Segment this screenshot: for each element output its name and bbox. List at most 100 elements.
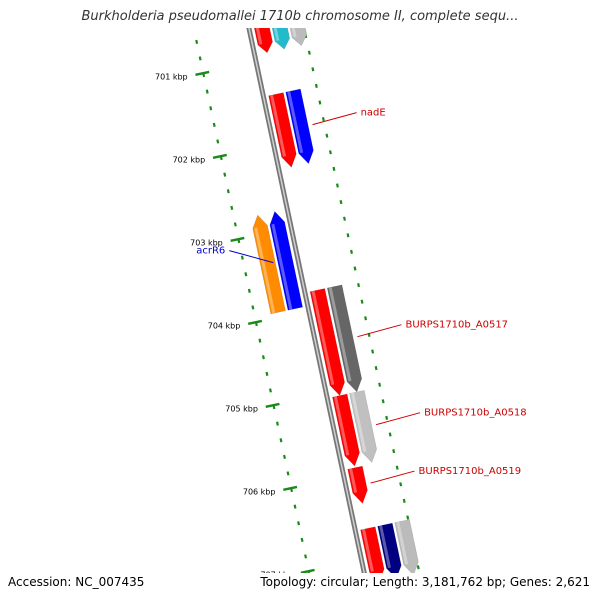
label-leader [375, 412, 421, 426]
gene-arrow-A0517-cog [326, 284, 363, 393]
major-tick [195, 70, 210, 77]
gene-shine [379, 525, 391, 569]
tick-ring-left-dot [233, 222, 237, 227]
tick-ring-left-dot [205, 89, 209, 94]
summary-text: Topology: circular; Length: 3,181,762 bp… [260, 575, 590, 589]
tick-ring-left-dot [261, 355, 265, 360]
tick-ring-right-dot [302, 18, 303, 22]
major-tick [300, 568, 315, 573]
gene-arrow-g0b [271, 28, 290, 50]
gene-arrow-nadE [285, 88, 314, 165]
tick-label: 701 kbp [155, 72, 188, 81]
tick-ring-left-dot [198, 56, 202, 61]
tick-ring-left-dot [244, 272, 248, 277]
gene-arrow-g0 [253, 28, 273, 54]
tick-ring-right-dot [381, 399, 385, 404]
label-leader [229, 250, 274, 264]
tick-label: 703 kbp [190, 238, 223, 247]
tick-ring-right-dot [371, 349, 375, 354]
tick-ring-right-dot [321, 116, 325, 122]
tick-ring-right-dot [392, 448, 396, 454]
tick-ring-right-dot [385, 415, 389, 420]
tick-ring-right-dot [307, 50, 311, 55]
tick-ring-right-dot [346, 233, 350, 238]
tick-ring-left-dot [223, 172, 227, 177]
tick-ring-right-dot [311, 67, 315, 72]
gene-label-nadE: nadE [361, 108, 386, 119]
tick-ring-left-dot [240, 255, 244, 260]
tick-ring-left-dot [189, 7, 190, 11]
tick-ring-left-dot [286, 471, 290, 476]
tick-ring-left-dot [193, 23, 194, 27]
tick-ring-right-dot [402, 498, 406, 503]
tick-ring-right-dot [357, 282, 361, 288]
tick-ring-right-dot [406, 515, 410, 520]
gene-arrow-g0c [289, 28, 308, 46]
gene-arrow-g7 [360, 526, 385, 573]
tick-ring-right-dot [399, 482, 403, 487]
tick-ring-right-dot [416, 565, 420, 570]
tick-ring-left-dot [268, 388, 272, 393]
tick-ring-left-dot [212, 122, 216, 127]
gene-arrow-acrR6-cog [252, 214, 286, 315]
tick-label: 704 kbp [208, 321, 241, 330]
label-leader [370, 470, 415, 484]
gene-shine [333, 396, 350, 456]
gene-shine [287, 91, 304, 154]
tick-ring-right-dot [374, 365, 378, 371]
major-tick [230, 236, 245, 243]
tick-ring-left-dot [276, 421, 279, 426]
tick-ring-right-dot [343, 216, 346, 221]
tick-ring-left-dot [279, 438, 283, 443]
gene-label-acrR6: acrR6 [196, 246, 225, 257]
tick-label: 707 kbp [260, 570, 293, 579]
gene-shine [254, 227, 276, 314]
gene-label-A0517-cog: BURPS1710b_A0517 [405, 320, 508, 331]
tick-ring-right-dot [364, 316, 368, 321]
gene-label-A0518-cog: BURPS1710b_A0518 [424, 408, 527, 419]
tick-ring-right-dot [350, 249, 353, 254]
gene-shine [270, 94, 287, 157]
gene-arrow-acrR6 [269, 210, 303, 311]
accession-text: Accession: NC_007435 [8, 575, 145, 589]
major-tick [247, 319, 263, 326]
major-tick [283, 485, 298, 492]
tick-label: 706 kbp [243, 487, 276, 496]
gene-arrow-A0517 [309, 288, 345, 397]
gene-shine [311, 290, 335, 386]
tick-ring-right-dot [339, 199, 343, 205]
tick-ring-left-dot [195, 39, 199, 44]
gene-arrow-A0519 [347, 465, 368, 504]
gene-shine [396, 521, 409, 565]
tick-ring-left-dot [297, 521, 301, 526]
tick-ring-left-dot [265, 371, 269, 376]
gene-shine [361, 528, 374, 572]
tick-ring-left-dot [216, 139, 220, 144]
tick-ring-left-dot [283, 454, 286, 459]
major-tick [265, 402, 280, 409]
gene-arrow-nadE-cog [268, 92, 297, 168]
tick-label: 705 kbp [225, 404, 258, 413]
gene-arrow-g7b [377, 522, 402, 573]
gene-arrow-g7c [394, 519, 419, 573]
gene-shine [291, 28, 297, 38]
tick-ring-left-dot [226, 189, 230, 194]
tick-ring-left-dot [209, 106, 213, 111]
tick-ring-right-dot [328, 150, 332, 155]
tick-ring-left-dot [247, 288, 251, 293]
tick-ring-left-dot [293, 504, 297, 509]
tick-ring-right-dot [325, 133, 329, 138]
tick-ring-right-dot [298, 1, 299, 5]
gene-shine [328, 287, 352, 382]
map-title: Burkholderia pseudomallei 1710b chromoso… [81, 9, 519, 24]
tick-ring-right-dot [335, 183, 339, 188]
label-leader [357, 324, 402, 338]
gene-shine [271, 223, 293, 310]
gene-arrow-A0518-cog [349, 389, 377, 463]
tick-ring-right-dot [314, 83, 318, 88]
tick-ring-right-dot [378, 382, 382, 387]
tick-ring-right-dot [332, 166, 336, 171]
tick-ring-right-dot [395, 465, 399, 470]
tick-ring-left-dot [300, 537, 304, 542]
